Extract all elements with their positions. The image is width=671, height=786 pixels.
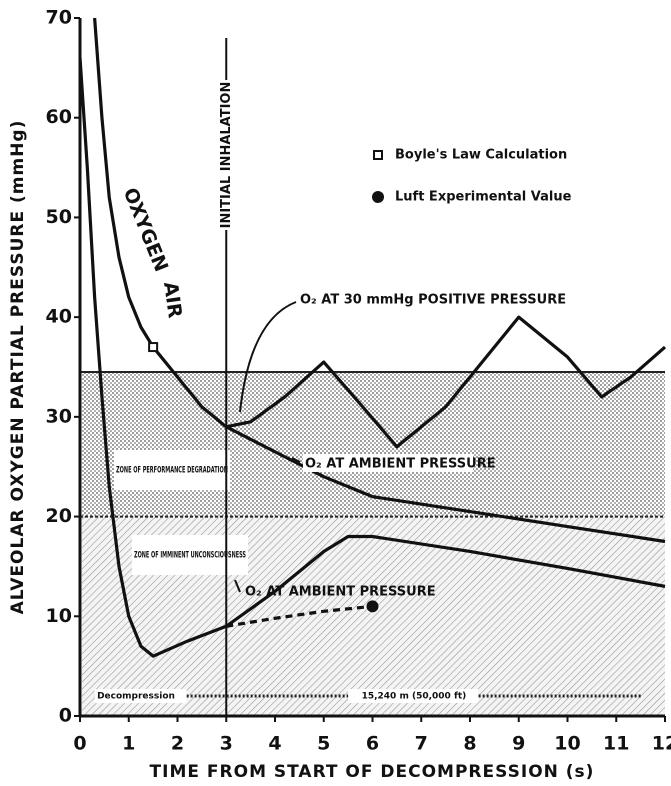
x-tick-label: 11 bbox=[603, 733, 629, 755]
series-label: O₂ AT 30 mmHg POSITIVE PRESSURE bbox=[300, 293, 566, 308]
x-tick-label: 8 bbox=[463, 733, 476, 755]
x-tick-label: 5 bbox=[317, 733, 330, 755]
x-tick-label: 3 bbox=[220, 733, 233, 755]
series-line bbox=[225, 315, 667, 449]
series-label: OXYGEN bbox=[119, 185, 172, 275]
y-axis-label: ALVEOLAR OXYGEN PARTIAL PRESSURE (mmHg) bbox=[8, 120, 28, 615]
x-tick-label: 12 bbox=[652, 733, 671, 755]
zone-label: ZONE OF PERFORMANCE DEGRADATION bbox=[116, 466, 228, 476]
series-line bbox=[225, 604, 373, 628]
marker-square bbox=[148, 342, 159, 353]
decompression-altitude: 15,240 m (50,000 ft) bbox=[362, 692, 467, 702]
y-tick-label: 30 bbox=[46, 405, 72, 427]
x-axis-label: TIME FROM START OF DECOMPRESSION (s) bbox=[150, 762, 595, 782]
marker-circle bbox=[366, 600, 379, 613]
inhalation-box bbox=[217, 80, 236, 230]
zone-label: ZONE OF IMMINENT UNCONSCIOUSNESS bbox=[134, 551, 246, 561]
x-tick-label: 6 bbox=[366, 733, 379, 755]
x-tick-label: 2 bbox=[171, 733, 184, 755]
series-label: AIR bbox=[159, 280, 186, 319]
y-tick-label: 60 bbox=[46, 106, 72, 128]
series-label: O₂ AT AMBIENT PRESSURE bbox=[305, 457, 496, 472]
legend-label: Luft Experimental Value bbox=[395, 190, 572, 205]
label-arrow bbox=[239, 301, 297, 413]
y-tick-label: 40 bbox=[46, 306, 72, 328]
y-tick-label: 20 bbox=[46, 505, 72, 527]
y-tick-label: 50 bbox=[46, 206, 72, 228]
y-tick-label: 0 bbox=[59, 705, 72, 727]
marker-circle bbox=[372, 191, 384, 203]
decomp-box bbox=[94, 689, 187, 704]
label-arrow bbox=[291, 457, 301, 463]
x-tick-label: 10 bbox=[554, 733, 580, 755]
decomp-box bbox=[348, 689, 479, 704]
x-tick-label: 7 bbox=[415, 733, 428, 755]
label-arrow bbox=[234, 579, 241, 593]
series-label: O₂ AT AMBIENT PRESSURE bbox=[245, 585, 436, 600]
x-tick-label: 9 bbox=[512, 733, 525, 755]
legend-label: Boyle's Law Calculation bbox=[395, 148, 567, 163]
inhalation-label: INITIAL INHALATION bbox=[219, 82, 234, 229]
zone bbox=[82, 371, 665, 517]
zone-label-box bbox=[114, 450, 230, 490]
x-tick-label: 0 bbox=[73, 733, 86, 755]
x-tick-label: 1 bbox=[122, 733, 135, 755]
label-box bbox=[303, 454, 473, 472]
y-tick-label: 70 bbox=[46, 7, 72, 29]
x-tick-label: 4 bbox=[268, 733, 281, 755]
zone-label-box bbox=[132, 535, 248, 575]
decompression-label: Decompression bbox=[97, 692, 175, 702]
y-tick-label: 10 bbox=[46, 605, 72, 627]
series-line bbox=[93, 17, 666, 544]
series-line bbox=[78, 57, 666, 658]
marker-square bbox=[373, 150, 383, 160]
